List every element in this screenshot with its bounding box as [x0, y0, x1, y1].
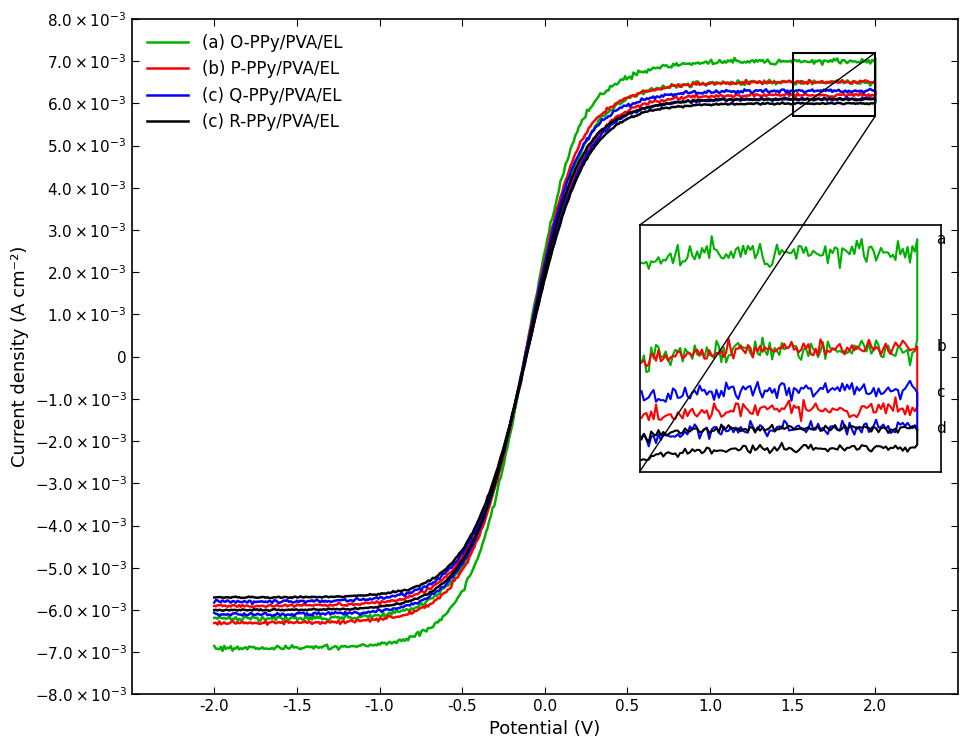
- (a) O-PPy/PVA/EL: [525, 333, 537, 342]
- (c) Q-PPy/PVA/EL: [292, 609, 303, 618]
- (b) P-PPy/PVA/EL: [208, 619, 220, 628]
- (c) R-PPy/PVA/EL: [389, 588, 400, 597]
- X-axis label: Potential (V): Potential (V): [489, 720, 601, 738]
- (c) R-PPy/PVA/EL: [264, 607, 275, 616]
- (b) P-PPy/PVA/EL: [726, 91, 737, 100]
- (a) O-PPy/PVA/EL: [292, 643, 303, 652]
- (c) Q-PPy/PVA/EL: [389, 592, 400, 601]
- (c) R-PPy/PVA/EL: [208, 605, 220, 614]
- Line: (a) O-PPy/PVA/EL: (a) O-PPy/PVA/EL: [214, 58, 875, 651]
- (c) R-PPy/PVA/EL: [208, 593, 220, 602]
- (c) Q-PPy/PVA/EL: [726, 94, 737, 103]
- (c) Q-PPy/PVA/EL: [686, 99, 698, 108]
- Line: (c) Q-PPy/PVA/EL: (c) Q-PPy/PVA/EL: [214, 89, 875, 616]
- (a) O-PPy/PVA/EL: [389, 608, 400, 617]
- (b) P-PPy/PVA/EL: [760, 92, 771, 101]
- (c) R-PPy/PVA/EL: [525, 333, 537, 342]
- Line: (c) R-PPy/PVA/EL: (c) R-PPy/PVA/EL: [214, 98, 875, 611]
- (c) Q-PPy/PVA/EL: [864, 85, 876, 94]
- (c) Q-PPy/PVA/EL: [208, 608, 220, 617]
- (a) O-PPy/PVA/EL: [729, 53, 740, 62]
- (b) P-PPy/PVA/EL: [389, 597, 400, 606]
- (a) O-PPy/PVA/EL: [208, 613, 220, 622]
- (b) P-PPy/PVA/EL: [525, 330, 537, 339]
- (b) P-PPy/PVA/EL: [740, 76, 752, 85]
- (c) R-PPy/PVA/EL: [686, 101, 698, 110]
- (b) P-PPy/PVA/EL: [208, 601, 220, 610]
- (a) O-PPy/PVA/EL: [726, 77, 737, 86]
- (c) R-PPy/PVA/EL: [760, 99, 771, 108]
- (c) Q-PPy/PVA/EL: [266, 612, 278, 621]
- Y-axis label: Current density (A cm⁻²): Current density (A cm⁻²): [11, 246, 29, 467]
- (a) O-PPy/PVA/EL: [217, 646, 229, 655]
- (b) P-PPy/PVA/EL: [262, 620, 273, 629]
- Bar: [793, 52, 875, 116]
- (a) O-PPy/PVA/EL: [208, 641, 220, 650]
- Line: (b) P-PPy/PVA/EL: (b) P-PPy/PVA/EL: [214, 80, 875, 625]
- Legend: (a) O-PPy/PVA/EL, (b) P-PPy/PVA/EL, (c) Q-PPy/PVA/EL, (c) R-PPy/PVA/EL: (a) O-PPy/PVA/EL, (b) P-PPy/PVA/EL, (c) …: [140, 27, 349, 138]
- (a) O-PPy/PVA/EL: [686, 82, 698, 91]
- (b) P-PPy/PVA/EL: [292, 617, 303, 626]
- (c) R-PPy/PVA/EL: [726, 99, 737, 108]
- (a) O-PPy/PVA/EL: [760, 79, 771, 88]
- (c) R-PPy/PVA/EL: [735, 94, 747, 103]
- (c) Q-PPy/PVA/EL: [525, 334, 537, 343]
- (c) R-PPy/PVA/EL: [292, 605, 303, 614]
- (c) Q-PPy/PVA/EL: [208, 598, 220, 607]
- (c) Q-PPy/PVA/EL: [760, 95, 771, 104]
- (b) P-PPy/PVA/EL: [686, 93, 698, 102]
